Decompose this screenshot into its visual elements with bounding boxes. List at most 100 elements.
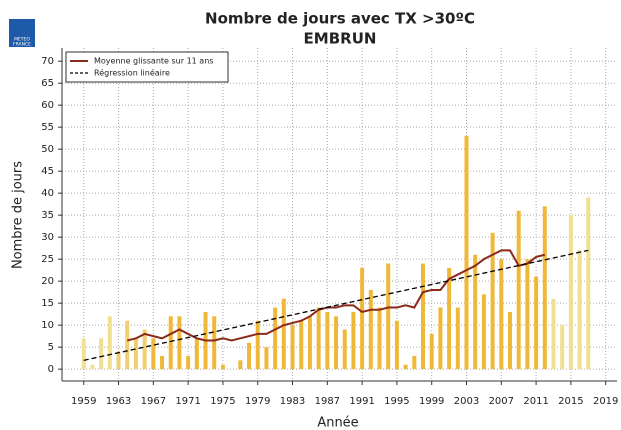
bar [499,259,504,370]
y-tick-label: 50 [41,144,54,155]
x-tick-label: 1991 [349,396,374,407]
y-tick-label: 60 [41,100,54,111]
bar [125,320,130,370]
x-tick-label: 1963 [106,396,131,407]
x-tick-label: 1995 [384,396,409,407]
bar [116,351,121,370]
y-tick-label: 15 [41,298,54,309]
chart-title: Nombre de jours avec TX >30ºC [205,10,475,28]
x-tick-label: 1975 [210,396,235,407]
bar [264,347,269,370]
bar [99,338,104,370]
bar [586,197,591,370]
x-tick-label: 2015 [558,396,583,407]
chart-subtitle: EMBRUN [304,30,377,48]
bar [186,355,191,370]
bar [386,263,391,370]
bar [81,338,86,370]
series-line [126,249,546,342]
y-tick-label: 30 [41,232,54,243]
y-tick-label: 45 [41,166,54,177]
logo-box [9,19,35,47]
legend-box [65,51,229,83]
bar [429,333,434,370]
y-tick-label: 0 [48,364,54,375]
series-line [83,249,589,361]
bar [151,338,156,370]
bar [325,311,330,370]
bar [525,259,530,370]
bar [542,206,547,370]
bar [194,338,199,370]
y-tick-label: 40 [41,188,54,199]
x-tick-label: 2019 [593,396,618,407]
bar [481,294,486,370]
bar [360,267,365,370]
x-axis-label: Année [317,416,358,430]
y-tick-label: 70 [41,56,54,67]
bar [273,307,278,370]
x-tick-label: 2011 [523,396,548,407]
legend-label: Régression linéaire [94,68,170,78]
x-tick-label: 1967 [141,396,166,407]
bar [334,316,339,370]
bar [464,135,469,370]
bar [160,355,165,370]
x-tick-label: 1959 [71,396,96,407]
bar [421,263,426,370]
bar [447,267,452,370]
x-tick-label: 1999 [419,396,444,407]
x-tick-label: 1971 [175,396,200,407]
y-tick-label: 5 [48,342,54,353]
bar [281,298,286,370]
bar [377,307,382,370]
bar [455,307,460,370]
bar [133,338,138,370]
bar [90,364,95,370]
bar [351,311,356,370]
bar [394,320,399,370]
bar [412,355,417,370]
bar [551,298,556,370]
bar [368,289,373,370]
bar [299,320,304,370]
x-tick-label: 1983 [280,396,305,407]
x-tick-label: 2007 [489,396,514,407]
x-tick-label: 1979 [245,396,270,407]
bar [577,250,582,370]
legend-label: Moyenne glissante sur 11 ans [94,57,213,66]
y-tick-label: 55 [41,122,54,133]
bar [177,316,182,370]
x-tick-label: 2003 [454,396,479,407]
bar [212,316,217,370]
bar [255,320,260,370]
bar [438,307,443,370]
bar [403,364,408,370]
logo-text: FRANCE [13,42,31,48]
y-axis-label: Nombre de jours [11,161,26,269]
y-tick-label: 65 [41,78,54,89]
bar [568,215,573,370]
y-tick-label: 10 [41,320,54,331]
bar [560,325,565,370]
bar [307,316,312,370]
bar [247,342,252,370]
logo-text: METEO [14,37,30,43]
bar [142,329,147,370]
bar [107,316,112,370]
x-tick-label: 1987 [315,396,340,407]
bar [238,360,243,370]
bar [316,307,321,370]
bar [516,210,521,370]
bar [168,316,173,370]
bar [490,232,495,370]
y-tick-label: 20 [41,276,54,287]
bar [220,364,225,370]
bar [508,311,513,370]
bar [290,325,295,370]
y-tick-label: 25 [41,254,54,265]
bar [342,329,347,370]
bar [473,254,478,370]
bar [534,276,539,370]
